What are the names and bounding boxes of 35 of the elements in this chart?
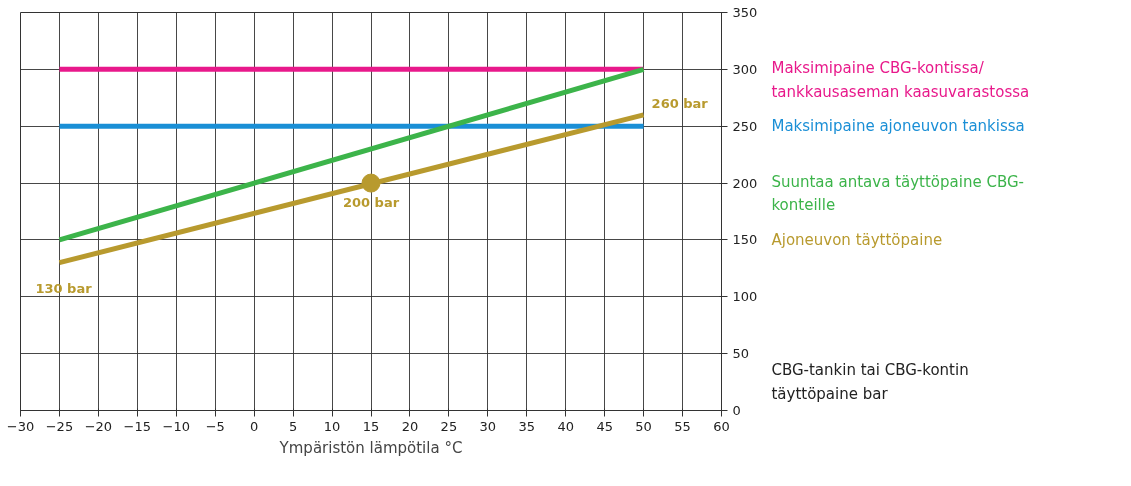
x-tick-label: 30 bbox=[479, 418, 497, 434]
text: Maksimipaine CBG-kontissa/ tankkausaseman kaasuvarastossa bbox=[771, 59, 1030, 101]
y-tick-label: 200 bbox=[732, 175, 758, 191]
x-tick-label: 25 bbox=[440, 418, 458, 434]
x-axis-title: Ympäristön lämpötila °C bbox=[278, 438, 463, 457]
text: Maksimipaine ajoneuvon tankissa bbox=[771, 117, 1025, 136]
y-tick-label: 300 bbox=[732, 61, 758, 77]
x-tick-label: 20 bbox=[401, 418, 419, 434]
x-tick-label: 10 bbox=[323, 418, 341, 434]
x-tick-label: 35 bbox=[518, 418, 536, 434]
y-axis-title: CBG-tankin tai CBG-kontin täyttöpaine bar bbox=[771, 361, 969, 403]
x-tick-label: 55 bbox=[674, 418, 691, 434]
y-tick-label: 250 bbox=[732, 118, 758, 134]
x-tick-label: 45 bbox=[596, 418, 613, 434]
x-tick-label: −25 bbox=[45, 418, 74, 434]
y-tick-label: 150 bbox=[732, 232, 758, 248]
x-tick-label: 50 bbox=[635, 418, 652, 434]
x-tick-label: −10 bbox=[162, 418, 190, 434]
x-tick-label: −15 bbox=[123, 418, 152, 434]
y-tick-label: 0 bbox=[732, 403, 741, 418]
x-tick-label: 0 bbox=[250, 418, 259, 434]
x-tick-label: 15 bbox=[362, 418, 380, 434]
text: Ajoneuvon täyttöpaine bbox=[771, 230, 943, 249]
x-tick-label: −5 bbox=[205, 418, 225, 434]
x-tick-label: 5 bbox=[288, 418, 298, 434]
annotation: 260 bar bbox=[651, 95, 709, 111]
x-tick-label: −20 bbox=[84, 418, 113, 434]
y-tick-label: 50 bbox=[732, 346, 750, 362]
x-tick-label: 60 bbox=[713, 418, 730, 434]
x-tick-label: 40 bbox=[557, 418, 574, 434]
text: Suuntaa antava täyttöpaine CBG-konteille bbox=[771, 173, 1024, 215]
x-tick-label: −30 bbox=[6, 418, 35, 434]
y-tick-label: 350 bbox=[732, 5, 758, 20]
y-tick-label: 100 bbox=[732, 289, 758, 305]
annotation: 200 bar bbox=[342, 195, 400, 211]
